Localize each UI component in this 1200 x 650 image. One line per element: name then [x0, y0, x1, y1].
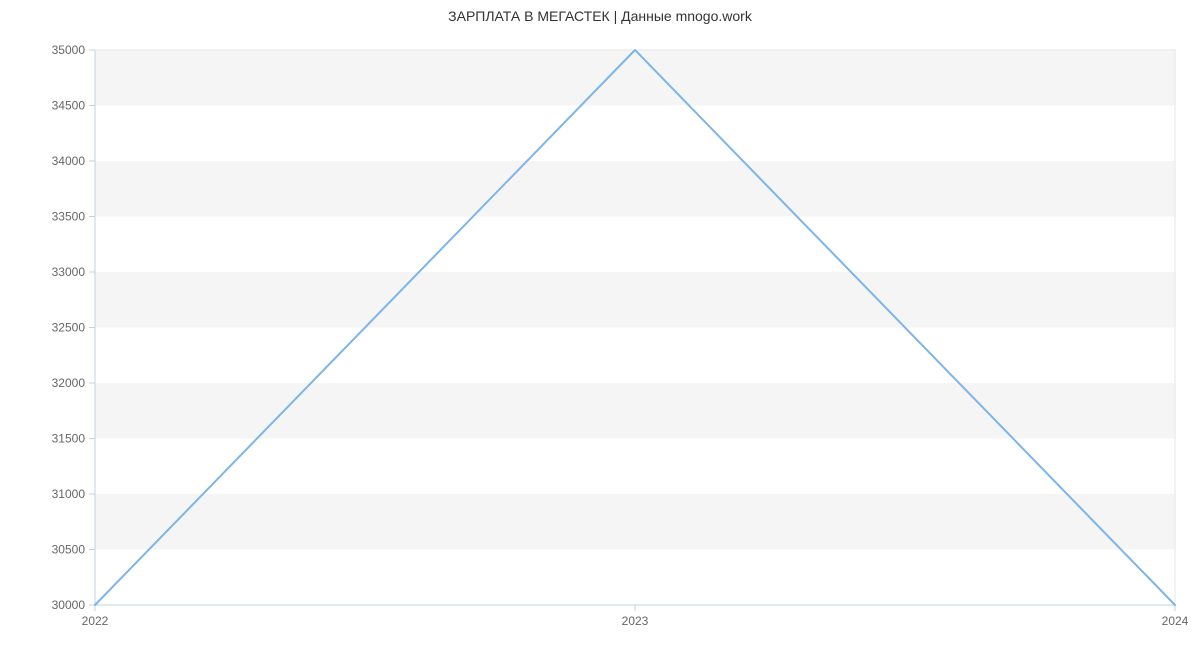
x-tick-label: 2024 — [1162, 614, 1189, 628]
y-tick-label: 30000 — [52, 598, 86, 612]
y-tick-label: 34500 — [52, 99, 86, 113]
y-tick-label: 33500 — [52, 210, 86, 224]
x-tick-label: 2022 — [82, 614, 109, 628]
y-tick-label: 32000 — [52, 376, 86, 390]
y-tick-label: 35000 — [52, 43, 86, 57]
y-tick-label: 32500 — [52, 321, 86, 335]
y-tick-label: 30500 — [52, 543, 86, 557]
y-tick-label: 31500 — [52, 432, 86, 446]
chart-svg: 30000 30500 31000 31500 32000 32500 33000 33500… — [0, 0, 1200, 650]
y-tick-label: 34000 — [52, 154, 86, 168]
salary-line-chart: ЗАРПЛАТА В МЕГАСТЕК | Данные mnogo.work … — [0, 0, 1200, 650]
y-tick-label: 31000 — [52, 487, 86, 501]
x-tick-label: 2023 — [622, 614, 649, 628]
y-tick-label: 33000 — [52, 265, 86, 279]
